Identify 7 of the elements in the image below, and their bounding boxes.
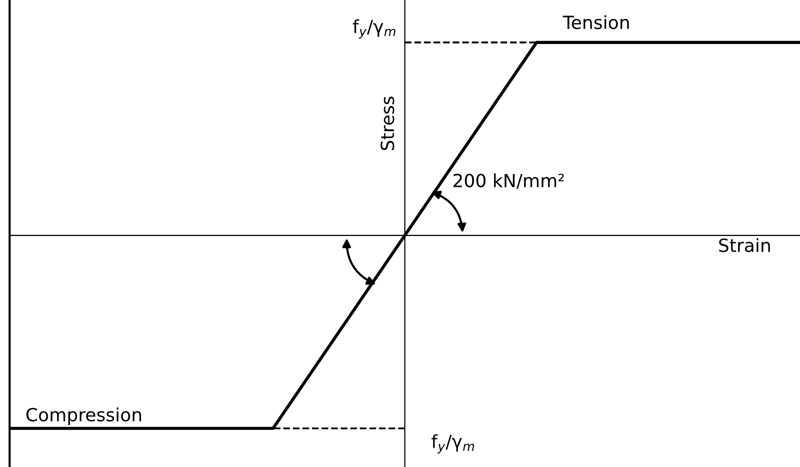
ref-line-label: f$_{y}$/γ$_{m}$ [352,19,396,39]
annotation: Compression [26,407,142,425]
ref-line-label: f$_{y}$/γ$_{m}$ [432,434,474,454]
text: Tension [562,15,629,30]
annotation: 200 kN/mm² [454,173,564,189]
x-axis-title: Strain [719,238,770,252]
y-axis-title: Stress [380,96,394,150]
